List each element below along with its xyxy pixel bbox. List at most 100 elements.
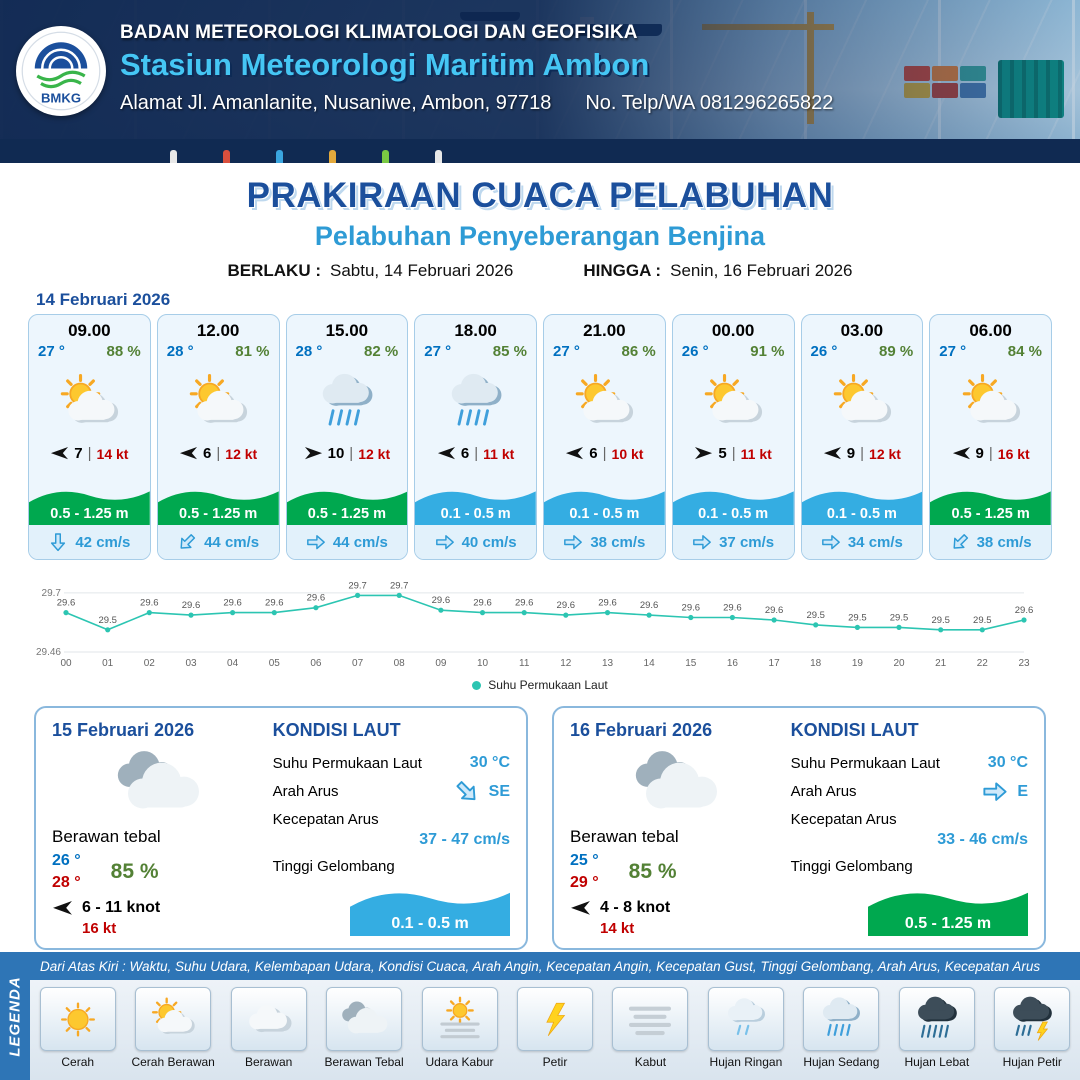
legend-icon-hujan-lebat xyxy=(898,987,975,1051)
air-temp: 26 ° xyxy=(810,343,838,360)
outlook-weather-icon xyxy=(52,741,263,825)
current-speed: 38 cm/s xyxy=(976,533,1032,551)
current-row: 37 cm/s xyxy=(672,525,794,559)
forecast-card: 09.00 27 ° 88 % 7 | 14 kt 0.5 - 1.25 m 42 cm/s xyxy=(28,314,151,560)
humidity: 91 % xyxy=(750,343,785,360)
legend-item-label: Cerah xyxy=(61,1055,95,1069)
wind-direction-icon xyxy=(694,446,713,460)
current-direction-icon xyxy=(950,533,970,550)
svg-text:29.6: 29.6 xyxy=(223,598,242,609)
svg-text:29.6: 29.6 xyxy=(682,603,701,614)
svg-text:29.5: 29.5 xyxy=(931,615,950,626)
wave-height-badge: 0.1 - 0.5 m xyxy=(350,882,510,937)
legend-item-label: Cerah Berawan xyxy=(131,1055,215,1069)
weather-icon-hujan-sedang xyxy=(437,362,515,444)
current-direction-icon xyxy=(306,534,326,550)
outlook-weather-icon xyxy=(570,741,781,825)
outlook-card: 16 Februari 2026 Berawan tebal 25 ° 29 °… xyxy=(552,706,1046,950)
forecast-card: 21.00 27 ° 86 % 6 | 10 kt 0.1 - 0.5 m 38 cm/s xyxy=(543,314,666,560)
current-dir-label: Arah Arus xyxy=(790,783,857,801)
humidity: 84 % xyxy=(1007,343,1042,360)
outlook-wind: 4 - 8 knot xyxy=(600,899,671,917)
current-speed-label: Kecepatan Arus xyxy=(272,811,379,829)
svg-text:29.6: 29.6 xyxy=(640,600,659,611)
wind-speed: 9 xyxy=(975,445,984,462)
wave-height-label: Tinggi Gelombang xyxy=(790,858,913,876)
forecast-card: 03.00 26 ° 89 % 9 | 12 kt 0.1 - 0.5 m 34 cm/s xyxy=(800,314,924,560)
svg-text:04: 04 xyxy=(227,658,239,669)
person-icon xyxy=(223,150,230,163)
svg-text:07: 07 xyxy=(352,658,364,669)
svg-text:18: 18 xyxy=(810,658,822,669)
hingga-value: Senin, 16 Februari 2026 xyxy=(670,261,853,280)
svg-text:17: 17 xyxy=(769,658,781,669)
berlaku-value: Sabtu, 14 Februari 2026 xyxy=(329,261,514,280)
weather-icon-cerah-berawan xyxy=(50,362,128,444)
legend-item-label: Hujan Lebat xyxy=(904,1055,970,1069)
sst-line-chart: 29.7 29.46 29.6 00 29.5 01 29.6 02 29.6 03 29.6 04 2… xyxy=(36,580,1033,669)
forecast-card: 15.00 28 ° 82 % 10 | 12 kt 0.5 - 1.25 m 44 cm/s xyxy=(285,314,409,560)
svg-text:23: 23 xyxy=(1018,658,1030,669)
current-direction-icon xyxy=(48,533,68,551)
outlook-temp-max: 28 ° xyxy=(52,873,81,891)
svg-text:19: 19 xyxy=(852,658,864,669)
temp-humidity-row: 26 ° 91 % xyxy=(673,341,794,360)
wave-height-badge: 0.5 - 1.25 m xyxy=(286,483,408,525)
temp-humidity-row: 26 ° 89 % xyxy=(802,341,923,360)
legend-item: Cerah xyxy=(32,987,124,1069)
wind-direction-icon xyxy=(570,900,591,916)
current-row: 38 cm/s xyxy=(544,525,665,559)
wind-speed: 9 xyxy=(846,445,856,462)
gust-speed: 12 kt xyxy=(358,445,391,462)
forecast-time: 15.00 xyxy=(325,321,369,340)
legend-item-label: Hujan Petir xyxy=(1002,1055,1062,1069)
terminal-strip xyxy=(0,139,1080,163)
forecast-time: 21.00 xyxy=(583,321,626,340)
wind-speed: 6 xyxy=(589,445,598,462)
current-dir-value: SE xyxy=(488,782,510,800)
current-speed-value: 33 - 46 cm/s xyxy=(937,831,1028,849)
legend-band: LEGENDA xyxy=(0,952,30,1080)
forecast-cards-row: 09.00 27 ° 88 % 7 | 14 kt 0.5 - 1.25 m 42 cm/s 1… xyxy=(28,314,1052,560)
station-phone: No. Telp/WA 081296265822 xyxy=(585,92,834,114)
current-speed: 37 cm/s xyxy=(719,533,775,551)
outlook-condition: Berawan tebal xyxy=(570,827,679,846)
legend-item: Hujan Sedang xyxy=(795,987,887,1069)
temp-humidity-row: 27 ° 84 % xyxy=(930,341,1051,360)
legend-icon-berawan xyxy=(230,987,307,1051)
forecast-card: 06.00 27 ° 84 % 9 | 16 kt 0.5 - 1.25 m 38 cm/s xyxy=(929,314,1052,560)
humidity: 89 % xyxy=(879,343,914,360)
outlook-section: 15 Februari 2026 Berawan tebal 26 ° 28 °… xyxy=(34,706,1046,950)
humidity: 88 % xyxy=(106,343,141,360)
air-temp: 27 ° xyxy=(38,343,65,360)
sea-condition-title: KONDISI LAUT xyxy=(272,720,401,740)
svg-text:11: 11 xyxy=(519,658,530,669)
legend-items: Cerah Cerah Berawan Berawan Berawan Tebal Ud… xyxy=(30,980,1080,1080)
humidity: 81 % xyxy=(235,343,270,360)
wave-height-badge: 0.1 - 0.5 m xyxy=(415,483,536,525)
forecast-card: 18.00 27 ° 85 % 6 | 11 kt 0.1 - 0.5 m 40 cm/s xyxy=(414,314,537,560)
legend-icon-udara-kabur xyxy=(421,987,498,1051)
current-direction-icon xyxy=(177,533,197,550)
wind-direction-icon xyxy=(952,446,971,460)
outlook-temp-min: 26 ° xyxy=(52,852,81,869)
current-speed: 42 cm/s xyxy=(75,533,131,551)
svg-text:01: 01 xyxy=(102,658,114,669)
person-icon xyxy=(435,150,442,163)
outlook-wind: 6 - 11 knot xyxy=(82,899,161,917)
wind-row: 6 | 11 kt xyxy=(437,445,514,462)
air-temp: 26 ° xyxy=(681,343,709,360)
wind-direction-icon xyxy=(179,446,198,460)
svg-text:20: 20 xyxy=(893,658,905,669)
gust-speed: 11 kt xyxy=(740,445,772,462)
chart-legend: Suhu Permukaan Laut xyxy=(30,678,1050,692)
temp-humidity-row: 27 ° 88 % xyxy=(29,341,150,360)
page-title: PRAKIRAAN CUACA PELABUHAN xyxy=(246,176,834,215)
series-dot-icon xyxy=(472,680,482,690)
wind-row: 10 | 12 kt xyxy=(304,445,391,462)
svg-text:29.6: 29.6 xyxy=(473,598,492,609)
svg-text:29.6: 29.6 xyxy=(265,598,284,609)
svg-text:29.5: 29.5 xyxy=(890,612,909,623)
legend-icon-hujan-ringan xyxy=(707,987,784,1051)
current-row: 34 cm/s xyxy=(801,525,923,559)
